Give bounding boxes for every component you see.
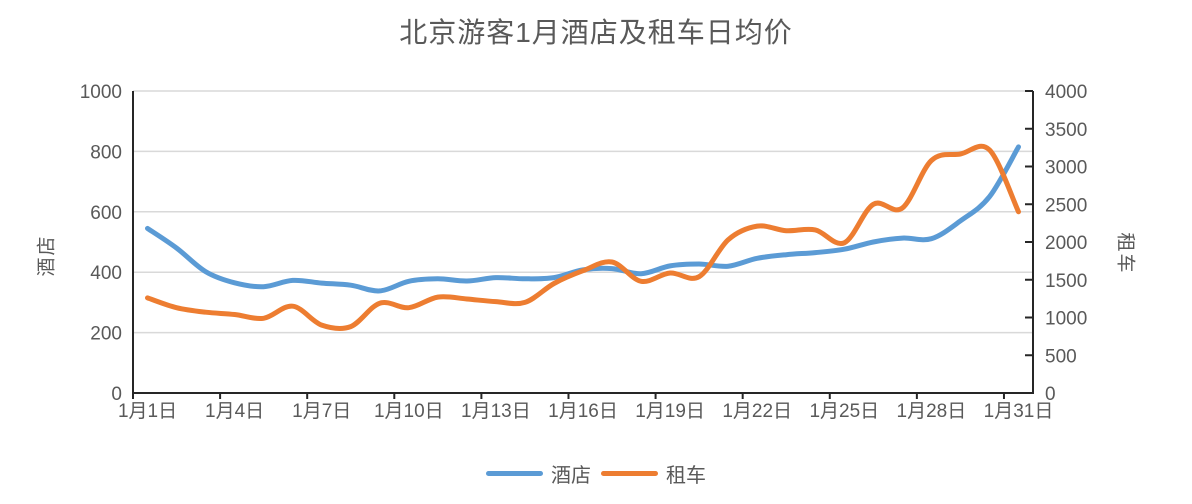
legend-label-car: 租车 xyxy=(666,464,706,487)
left-axis-tick-label: 0 xyxy=(111,384,122,405)
car-line-swatch xyxy=(601,470,658,476)
right-axis-tick-label: 2000 xyxy=(1045,233,1087,254)
x-axis-tick-label: 1月10日 xyxy=(374,401,444,422)
x-axis-tick-label: 1月16日 xyxy=(548,401,618,422)
x-axis-tick-label: 1月28日 xyxy=(897,401,967,422)
x-axis-tick-label: 1月7日 xyxy=(292,401,351,422)
right-axis-tick-label: 3500 xyxy=(1045,120,1087,141)
left-axis-tick-label: 200 xyxy=(90,324,122,345)
x-axis-tick-label: 1月25日 xyxy=(809,401,879,422)
x-axis-tick-label: 1月22日 xyxy=(722,401,792,422)
x-axis-tick-label: 1月31日 xyxy=(984,401,1054,422)
x-axis-tick-label: 1月19日 xyxy=(635,401,705,422)
hotel-line-swatch xyxy=(486,470,543,476)
right-axis-tick-label: 1000 xyxy=(1045,309,1087,330)
right-axis-tick-label: 2500 xyxy=(1045,195,1087,216)
left-axis-tick-label: 1000 xyxy=(80,82,122,103)
right-axis-tick-label: 3000 xyxy=(1045,158,1087,179)
right-axis-tick-label: 500 xyxy=(1045,346,1077,367)
x-axis-tick-label: 1月4日 xyxy=(205,401,264,422)
left-axis-tick-label: 400 xyxy=(90,263,122,284)
legend-label-hotel: 酒店 xyxy=(551,464,591,487)
x-axis-tick-label: 1月1日 xyxy=(118,401,177,422)
left-axis-tick-label: 800 xyxy=(90,142,122,163)
legend: 酒店 租车 xyxy=(0,458,1192,488)
x-axis-tick-label: 1月13日 xyxy=(461,401,531,422)
left-axis-tick-label: 600 xyxy=(90,203,122,224)
legend-item-car[interactable]: 租车 xyxy=(601,459,706,488)
right-axis-title: 租车 xyxy=(1114,232,1136,275)
car-series-line xyxy=(145,143,1021,332)
right-axis-tick-label: 4000 xyxy=(1045,82,1087,103)
left-axis-title: 酒店 xyxy=(36,234,58,277)
legend-item-hotel[interactable]: 酒店 xyxy=(486,459,591,488)
chart-title: 北京游客1月酒店及租车日均价 xyxy=(399,17,793,48)
right-axis-tick-label: 0 xyxy=(1045,384,1056,405)
right-axis-tick-label: 1500 xyxy=(1045,271,1087,292)
